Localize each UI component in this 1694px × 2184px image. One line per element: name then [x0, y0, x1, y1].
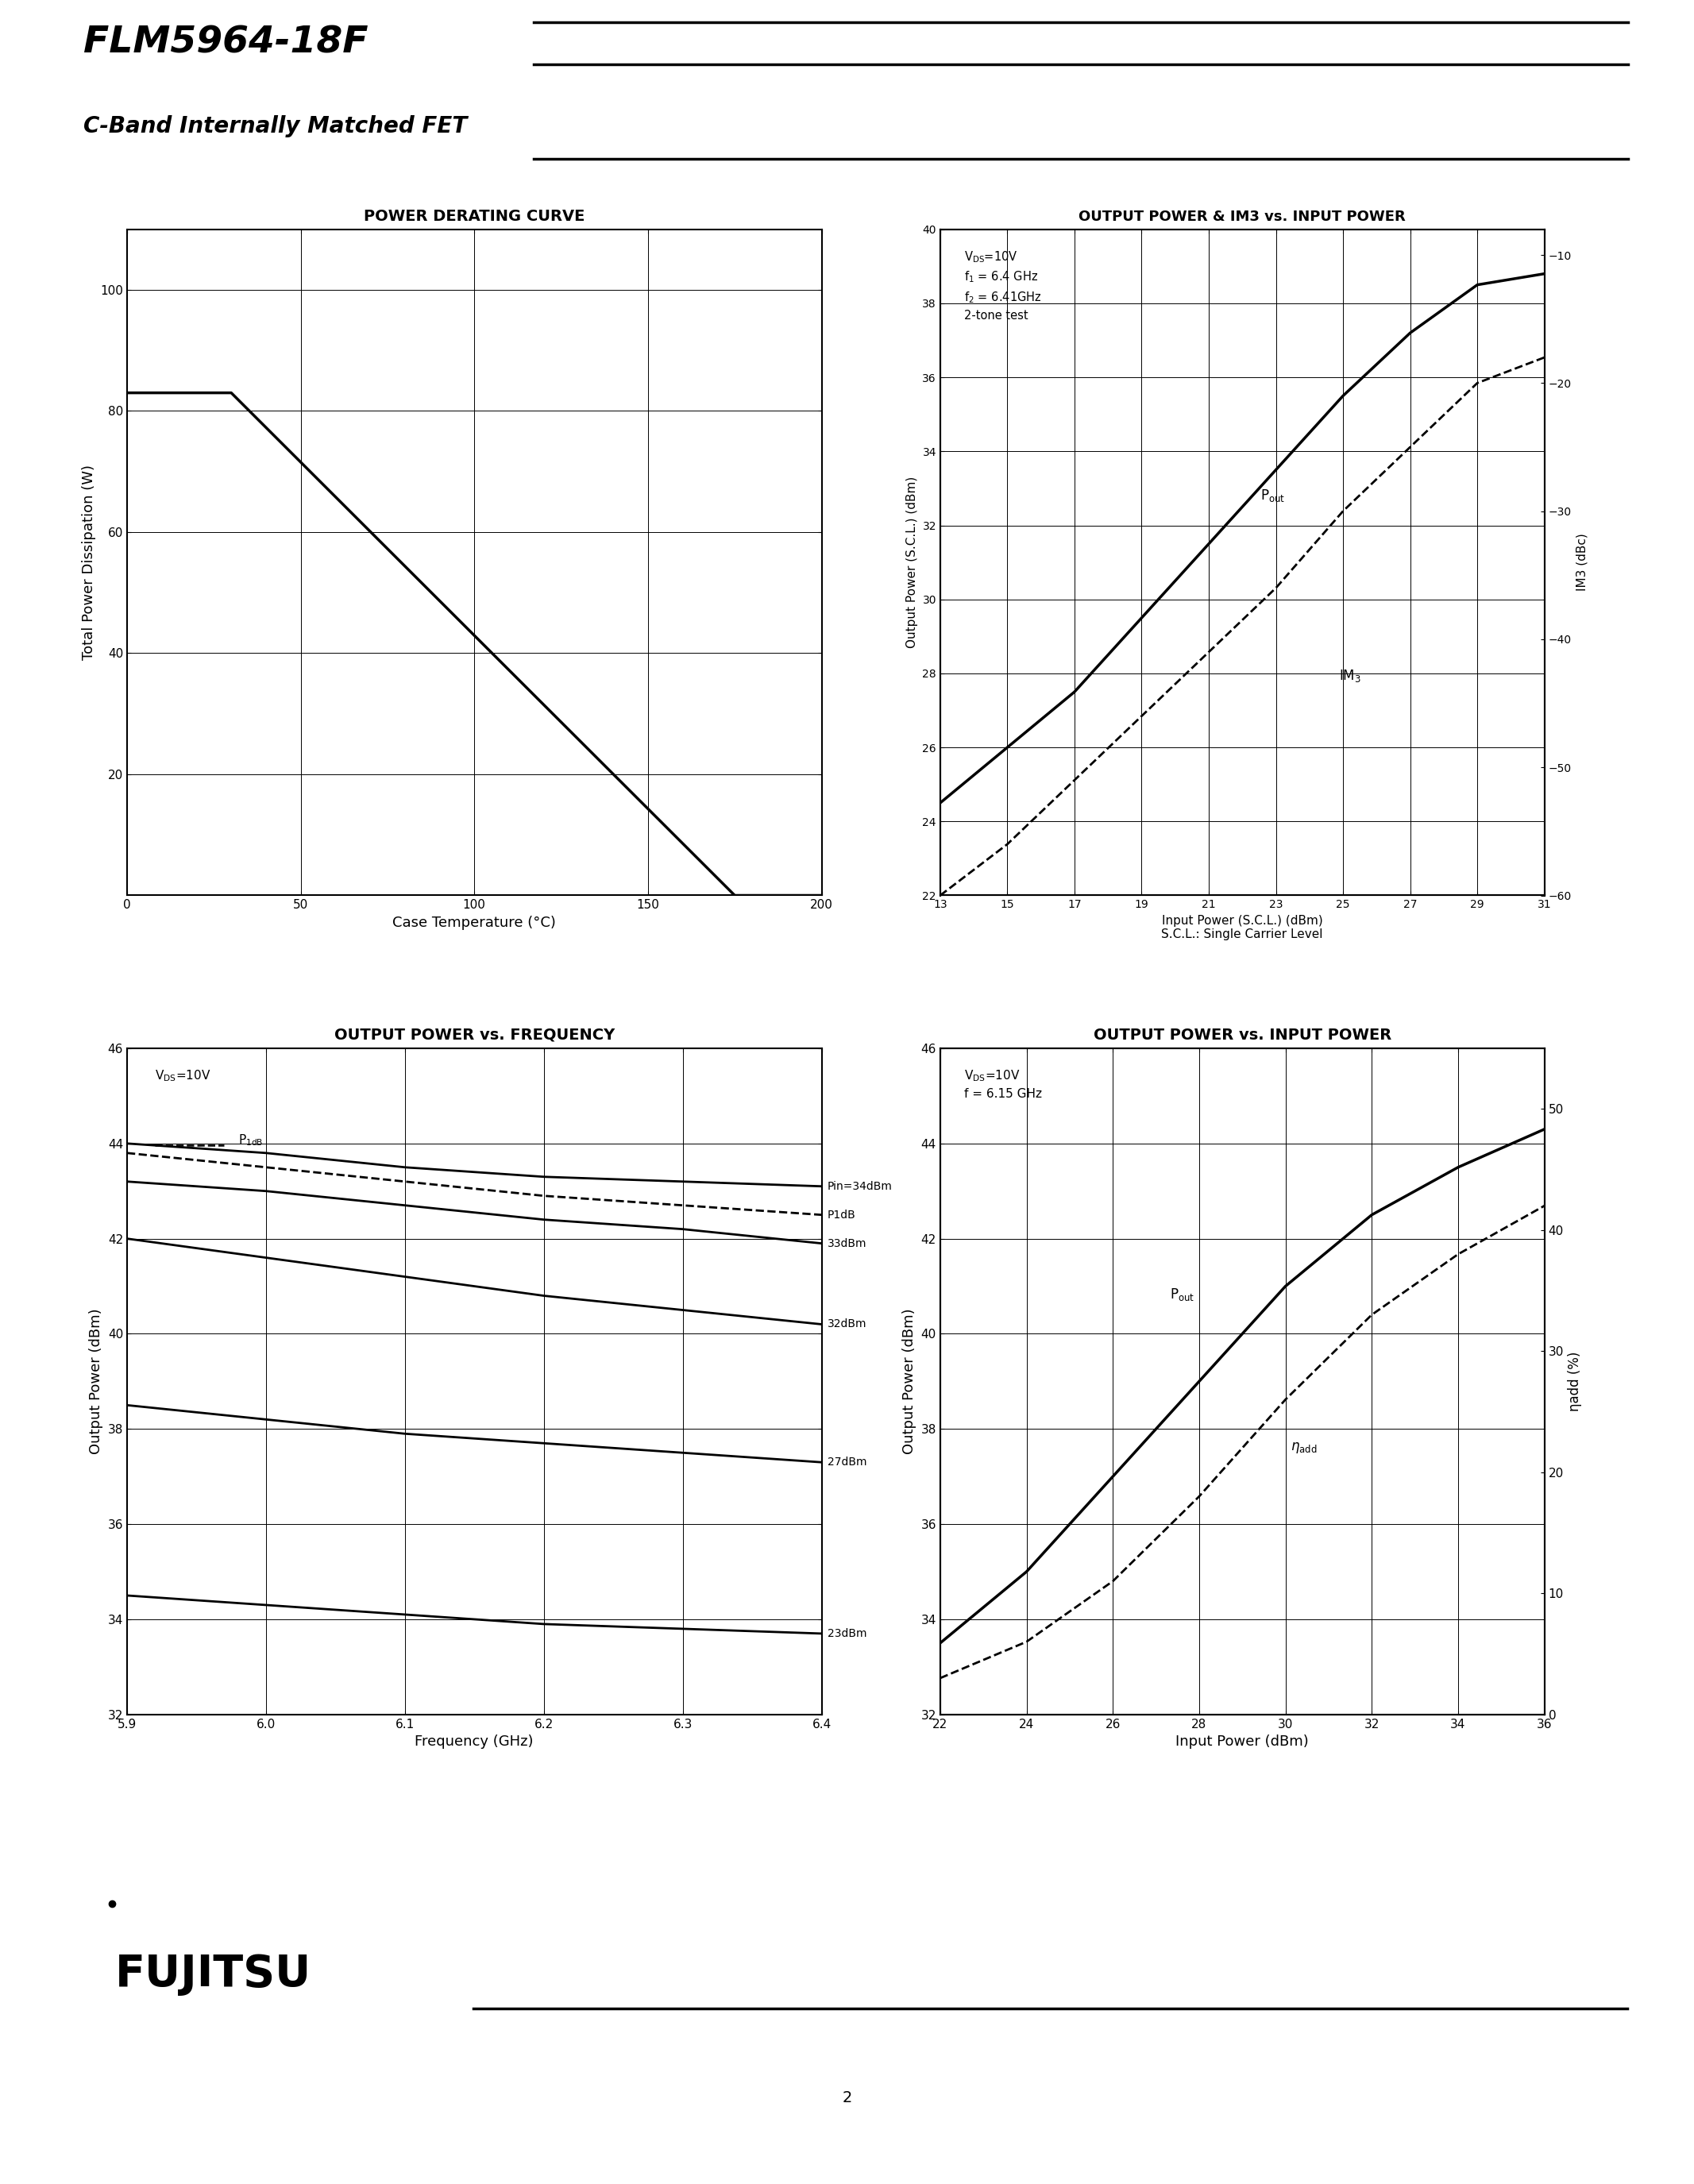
Text: P$_{\rm out}$: P$_{\rm out}$ [1171, 1286, 1194, 1302]
Text: IM$_3$: IM$_3$ [1338, 668, 1362, 684]
X-axis label: Case Temperature (°C): Case Temperature (°C) [393, 915, 556, 930]
Text: V$_{\rm DS}$=10V: V$_{\rm DS}$=10V [154, 1068, 210, 1083]
Text: P$_{\rm out}$: P$_{\rm out}$ [1260, 487, 1286, 505]
Text: 33dBm: 33dBm [827, 1238, 866, 1249]
Text: FLM5964-18F: FLM5964-18F [83, 26, 368, 61]
Title: OUTPUT POWER vs. FREQUENCY: OUTPUT POWER vs. FREQUENCY [334, 1029, 615, 1042]
X-axis label: Input Power (dBm): Input Power (dBm) [1176, 1734, 1309, 1749]
Text: V$_{\rm DS}$=10V
f$_1$ = 6.4 GHz
f$_2$ = 6.41GHz
2-tone test: V$_{\rm DS}$=10V f$_1$ = 6.4 GHz f$_2$ =… [964, 249, 1042, 321]
Y-axis label: Output Power (dBm): Output Power (dBm) [903, 1308, 916, 1455]
Text: 23dBm: 23dBm [827, 1627, 866, 1640]
Title: OUTPUT POWER & IM3 vs. INPUT POWER: OUTPUT POWER & IM3 vs. INPUT POWER [1079, 210, 1406, 223]
Text: FUJITSU: FUJITSU [115, 1952, 312, 1996]
Text: 27dBm: 27dBm [827, 1457, 866, 1468]
Y-axis label: Output Power (S.C.L.) (dBm): Output Power (S.C.L.) (dBm) [906, 476, 918, 649]
Text: 32dBm: 32dBm [827, 1319, 866, 1330]
Title: OUTPUT POWER vs. INPUT POWER: OUTPUT POWER vs. INPUT POWER [1093, 1029, 1391, 1042]
Y-axis label: Output Power (dBm): Output Power (dBm) [90, 1308, 103, 1455]
Text: 2: 2 [842, 2090, 852, 2105]
Text: P1dB: P1dB [827, 1210, 855, 1221]
Text: V$_{\rm DS}$=10V
f = 6.15 GHz: V$_{\rm DS}$=10V f = 6.15 GHz [964, 1068, 1042, 1101]
Y-axis label: IM3 (dBc): IM3 (dBc) [1575, 533, 1587, 592]
Text: Pin=34dBm: Pin=34dBm [827, 1182, 893, 1192]
Text: C-Band Internally Matched FET: C-Band Internally Matched FET [83, 116, 468, 138]
X-axis label: Input Power (S.C.L.) (dBm)
S.C.L.: Single Carrier Level: Input Power (S.C.L.) (dBm) S.C.L.: Singl… [1162, 915, 1323, 941]
Y-axis label: Total Power Dissipation (W): Total Power Dissipation (W) [81, 465, 97, 660]
Text: P$_{\rm 1dB}$: P$_{\rm 1dB}$ [239, 1133, 263, 1147]
X-axis label: Frequency (GHz): Frequency (GHz) [415, 1734, 534, 1749]
Title: POWER DERATING CURVE: POWER DERATING CURVE [364, 210, 584, 223]
Y-axis label: ηadd (%): ηadd (%) [1569, 1352, 1582, 1411]
Text: $\eta_{\rm add}$: $\eta_{\rm add}$ [1291, 1441, 1318, 1455]
